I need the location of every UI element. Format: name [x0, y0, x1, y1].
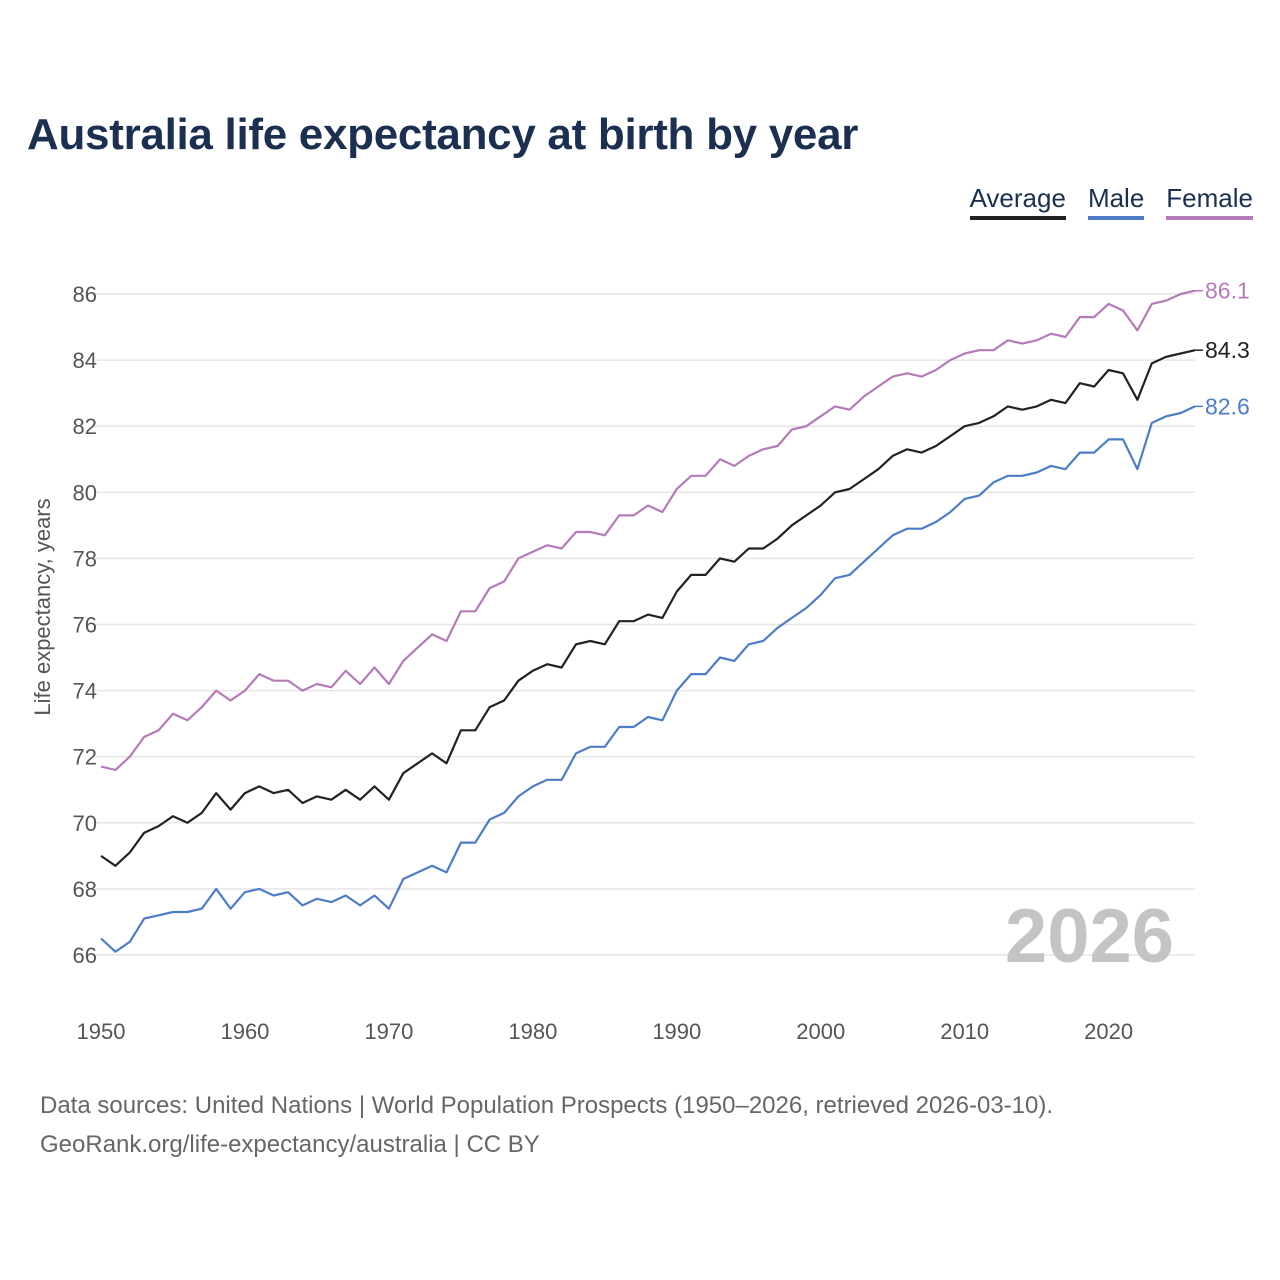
series-line-female: [100, 289, 1196, 772]
x-tick-label: 2010: [940, 1019, 989, 1044]
gridlines: [95, 293, 1195, 956]
y-tick-label: 84: [73, 348, 97, 373]
x-tick-label: 1990: [652, 1019, 701, 1044]
x-tick-label: 2020: [1084, 1019, 1133, 1044]
series-line-male: [100, 405, 1196, 953]
y-tick-label: 70: [73, 811, 97, 836]
y-tick-label: 86: [73, 282, 97, 307]
y-tick-label: 66: [73, 943, 97, 968]
attribution-link[interactable]: GeoRank.org/life-expectancy/australia | …: [40, 1131, 540, 1158]
end-value-label-female: 86.1: [1205, 278, 1250, 304]
chart-title: Australia life expectancy at birth by ye…: [27, 110, 859, 159]
y-axis-label: Life expectancy, years: [30, 498, 55, 715]
x-tick-label: 1980: [508, 1019, 557, 1044]
data-source-note: Data sources: United Nations | World Pop…: [40, 1092, 1054, 1119]
y-axis-ticks: 66 68 70 72 74 76 78 80 82 84 86: [73, 282, 97, 968]
series-line-average: [100, 349, 1196, 867]
x-tick-label: 1960: [220, 1019, 269, 1044]
y-tick-label: 72: [73, 745, 97, 770]
legend-item-male[interactable]: Male: [1087, 183, 1145, 220]
x-tick-label: 1950: [77, 1019, 126, 1044]
x-tick-label: 2000: [796, 1019, 845, 1044]
legend: Average Male Female: [969, 183, 1253, 220]
x-axis-ticks: 1950 1960 1970 1980 1990 2000 2010 2020: [77, 1019, 1134, 1044]
end-value-label-male: 82.6: [1205, 393, 1250, 419]
x-tick-label: 1970: [364, 1019, 413, 1044]
y-tick-label: 68: [73, 877, 97, 902]
legend-item-average[interactable]: Average: [969, 183, 1066, 220]
end-value-label-average: 84.3: [1205, 337, 1250, 363]
series-lines: 84.3 82.6 86.1: [100, 278, 1250, 953]
legend-item-female[interactable]: Female: [1166, 183, 1253, 220]
footer: Data sources: United Nations | World Pop…: [40, 1086, 1053, 1164]
year-watermark: 2026: [1005, 894, 1174, 979]
y-tick-label: 76: [73, 613, 97, 638]
y-tick-label: 78: [73, 546, 97, 571]
y-tick-label: 74: [73, 679, 97, 704]
y-tick-label: 82: [73, 414, 97, 439]
y-tick-label: 80: [73, 480, 97, 505]
